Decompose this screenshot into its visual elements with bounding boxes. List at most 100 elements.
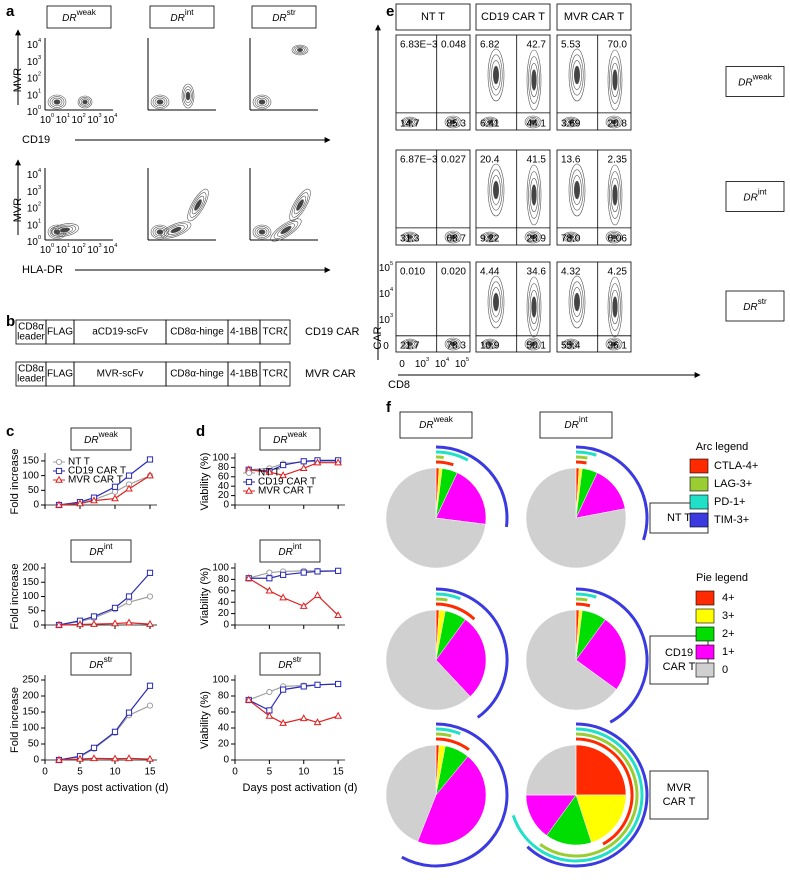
density-contour xyxy=(49,96,65,108)
density-contour xyxy=(82,99,88,105)
label-base: DR xyxy=(273,435,287,446)
label-superscript: str xyxy=(287,8,296,17)
y-tick-label: 80 xyxy=(218,462,230,473)
point xyxy=(266,569,273,576)
point xyxy=(55,755,63,763)
point xyxy=(313,591,322,599)
pie-slice xyxy=(525,609,617,711)
point xyxy=(90,754,98,762)
density-contour xyxy=(485,118,495,126)
density-contour xyxy=(491,60,501,90)
flow-plot xyxy=(556,34,632,131)
density-contour xyxy=(53,99,61,105)
label: 103 xyxy=(87,113,101,125)
row-box xyxy=(649,770,709,820)
density-contour xyxy=(531,184,537,206)
density-contour xyxy=(531,69,537,91)
density-contour xyxy=(609,171,621,219)
label-base: 10 xyxy=(27,220,39,231)
density-contour xyxy=(51,97,63,107)
density-contour xyxy=(448,233,458,241)
x-tick-label: 15 xyxy=(333,767,345,778)
row-label: CAR T xyxy=(663,796,696,808)
pie-slice xyxy=(525,467,627,569)
flow-plot xyxy=(395,149,471,246)
point xyxy=(90,613,98,620)
density-contour xyxy=(570,281,584,323)
density-contour xyxy=(572,60,582,90)
density-contour xyxy=(566,118,576,126)
point xyxy=(90,744,98,751)
label: DRstr xyxy=(743,297,767,312)
construct-name: MVR CAR xyxy=(305,368,356,380)
label: 101 xyxy=(56,243,70,255)
arc xyxy=(575,592,597,599)
y-axis-title: Viability (%) xyxy=(199,453,211,511)
density-contour xyxy=(448,340,458,348)
y-tick-label: 50 xyxy=(28,605,40,616)
legend-swatch xyxy=(695,644,715,660)
quadrant-value: 6.41 xyxy=(480,119,500,130)
legend-label: TIM-3+ xyxy=(714,514,749,526)
density-contour xyxy=(566,340,576,348)
flow-plot xyxy=(475,149,551,246)
series-line xyxy=(58,757,151,761)
point xyxy=(266,575,273,582)
label-base: DR xyxy=(738,77,752,88)
point xyxy=(300,569,307,576)
point xyxy=(334,611,342,619)
density-contour xyxy=(528,340,538,348)
series-line xyxy=(58,622,151,626)
label-superscript: int xyxy=(293,542,302,551)
header-box xyxy=(70,427,132,451)
quadrant-value: 50.1 xyxy=(527,341,547,352)
label: 105 xyxy=(379,261,393,273)
density-contour xyxy=(528,56,540,104)
label-base: 10 xyxy=(415,359,427,370)
label-exponent: 2 xyxy=(83,113,86,119)
label: 100 xyxy=(40,243,54,255)
pie-slice xyxy=(575,744,627,796)
quadrant-value: 68.7 xyxy=(447,234,467,245)
label: 102 xyxy=(27,202,41,214)
flow-plot xyxy=(395,261,471,353)
legend-label: NT T xyxy=(68,457,90,468)
arc xyxy=(575,737,634,846)
density-contour xyxy=(183,86,193,106)
label-base: 10 xyxy=(40,245,52,256)
label: 105 xyxy=(455,357,469,369)
point xyxy=(90,496,98,504)
label-base: DR xyxy=(62,13,76,24)
label-superscript: str xyxy=(104,655,113,664)
point xyxy=(111,488,119,495)
label-base: 10 xyxy=(379,315,391,326)
axis-title: CD8 xyxy=(388,379,410,391)
density-contour xyxy=(573,292,581,312)
part-label: MVR-scFv xyxy=(97,369,144,380)
density-contour xyxy=(181,83,195,109)
point xyxy=(111,619,119,627)
density-contour xyxy=(492,65,500,85)
label: 0 xyxy=(383,341,389,352)
point xyxy=(314,681,321,688)
quadrant-value: 6.83E−3 xyxy=(400,40,438,51)
y-tick-label: 100 xyxy=(22,723,39,734)
construct-name: CD19 CAR xyxy=(305,326,359,338)
header-box xyxy=(259,427,321,451)
density-contour xyxy=(492,180,500,200)
quadrant-value: 78.0 xyxy=(561,234,581,245)
label: 103 xyxy=(27,185,41,197)
density-contour xyxy=(489,54,503,96)
point xyxy=(111,494,119,502)
density-contour xyxy=(612,69,618,91)
label-base: 10 xyxy=(103,245,115,256)
quadrant-value: 34.6 xyxy=(527,267,547,278)
point xyxy=(90,619,98,627)
arc xyxy=(435,592,461,601)
legend-label: 4+ xyxy=(722,592,735,604)
quadrant-value: 4.32 xyxy=(561,267,581,278)
density-contour xyxy=(150,224,170,240)
point xyxy=(334,458,342,466)
y-axis-title: Fold increase xyxy=(9,687,21,753)
density-contour xyxy=(258,229,266,235)
